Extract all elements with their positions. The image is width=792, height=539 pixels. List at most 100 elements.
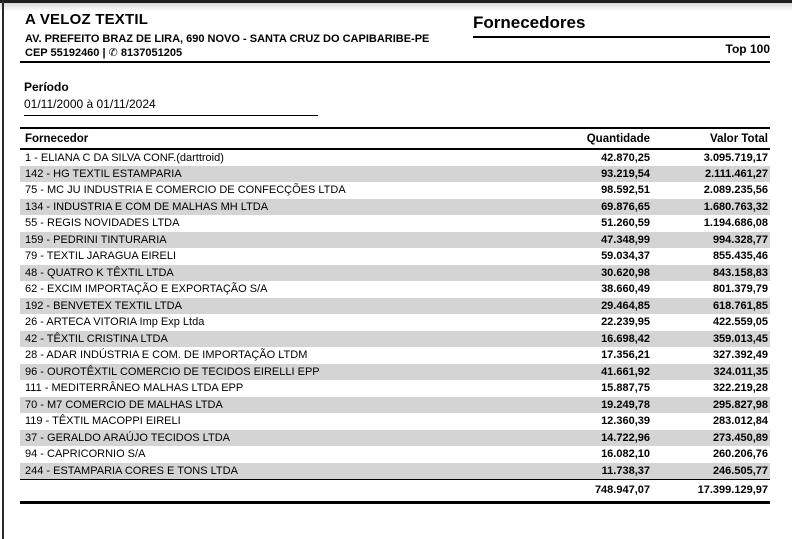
supplier-name-cell: 75 - MC JU INDUSTRIA E COMERCIO DE CONFE… (25, 184, 346, 197)
quantity-cell: 15.887,75 (601, 382, 650, 395)
valor-total-cell: 295.827,98 (712, 398, 768, 411)
supplier-name-cell: 134 - INDUSTRIA E COM DE MALHAS MH LTDA (25, 200, 269, 213)
supplier-name-cell: 192 - BENVETEX TEXTIL LTDA (25, 299, 182, 312)
company-info: A VELOZ TEXTIL AV. PREFEITO BRAZ DE LIRA… (25, 10, 429, 60)
table-row: 75 - MC JU INDUSTRIA E COMERCIO DE CONFE… (20, 182, 770, 199)
header-divider (20, 61, 770, 63)
table-row: 134 - INDUSTRIA E COM DE MALHAS MH LTDA 6… (20, 198, 770, 215)
period-section: Período 01/11/2000 à 01/11/2024 (24, 80, 318, 116)
valor-total-cell: 1.680.763,32 (703, 200, 768, 213)
valor-total-cell: 843.158,83 (712, 266, 768, 279)
table-header-row: Fornecedor Quantidade Valor Total (20, 127, 770, 150)
table-row: 79 - TEXTIL JARAGUA EIRELI 59.034,37 855.4… (20, 248, 770, 265)
supplier-name-cell: 42 - TÊXTIL CRISTINA LTDA (25, 332, 168, 345)
supplier-name-cell: 79 - TEXTIL JARAGUA EIRELI (25, 250, 176, 263)
column-header-quantidade: Quantidade (537, 127, 652, 150)
supplier-name-cell: 26 - ARTECA VITORIA Imp Exp Ltda (25, 316, 205, 329)
table-row: 28 - ADAR INDÚSTRIA E COM. DE IMPORTAÇÃO… (20, 347, 770, 364)
supplier-name-cell: 55 - REGIS NOVIDADES LTDA (25, 217, 180, 230)
table-row: 94 - CAPRICORNIO S/A 16.082,10 260.206,76 (20, 446, 770, 463)
window-top-shadow (0, 3, 792, 11)
valor-total-cell: 359.013,45 (712, 332, 768, 345)
supplier-name-cell: 28 - ADAR INDÚSTRIA E COM. DE IMPORTAÇÃO… (25, 349, 308, 362)
valor-total-cell: 324.011,35 (713, 365, 768, 378)
valor-total-cell: 801.379,79 (712, 283, 768, 296)
valor-total-cell: 1.194.686,08 (703, 217, 768, 230)
period-label: Período (24, 80, 69, 94)
quantity-cell: 59.034,37 (601, 250, 650, 263)
quantity-cell: 17.356,21 (601, 349, 650, 362)
contact-separator: | (102, 46, 106, 59)
supplier-name-cell: 94 - CAPRICORNIO S/A (25, 448, 146, 461)
column-header-fornecedor: Fornecedor (20, 127, 537, 150)
window-left-border (2, 0, 4, 539)
period-value-field[interactable]: 01/11/2000 à 01/11/2024 (24, 97, 318, 116)
valor-total-cell: 618.761,85 (712, 299, 768, 312)
supplier-name-cell: 1 - ELIANA C DA SILVA CONF.(darttroid) (25, 151, 224, 164)
top-100-badge: Top 100 (725, 42, 770, 56)
supplier-name-cell: 96 - OUROTÊXTIL COMERCIO DE TECIDOS EIRE… (25, 365, 320, 378)
valor-total-cell: 273.450,89 (712, 431, 768, 444)
supplier-name-cell: 244 - ESTAMPARIA CORES E TONS LTDA (25, 464, 238, 477)
table-row: 26 - ARTECA VITORIA Imp Exp Ltda 22.239,9… (20, 314, 770, 331)
quantity-cell: 98.592,51 (601, 184, 650, 197)
table-row: 192 - BENVETEX TEXTIL LTDA 29.464,85 618.7… (20, 297, 770, 314)
supplier-name-cell: 111 - MEDITERRÂNEO MALHAS LTDA EPP (25, 382, 244, 395)
company-cep: CEP 55192460 (25, 46, 100, 59)
table-row: 70 - M7 COMERCIO DE MALHAS LTDA 19.249,78… (20, 396, 770, 413)
table-row: 42 - TÊXTIL CRISTINA LTDA 16.698,42 359.01… (20, 330, 770, 347)
table-row: 159 - PEDRINI TINTURARIA 47.348,99 994.328… (20, 231, 770, 248)
quantity-cell: 22.239,95 (601, 316, 650, 329)
table-row: 96 - OUROTÊXTIL COMERCIO DE TECIDOS EIRE… (20, 363, 770, 380)
supplier-name-cell: 159 - PEDRINI TINTURARIA (25, 233, 167, 246)
totals-value-cell: 17.399.129,97 (652, 478, 770, 504)
valor-total-cell: 3.095.719,17 (703, 151, 768, 164)
table-row: 48 - QUATRO K TÊXTIL LTDA 30.620,98 843.15… (20, 264, 770, 281)
table-row: 62 - EXCIM IMPORTAÇÃO E EXPORTAÇÃO S/A 38… (20, 281, 770, 298)
company-phone: 8137051205 (120, 46, 183, 59)
supplier-name-cell: 142 - HG TEXTIL ESTAMPARIA (25, 167, 182, 180)
quantity-cell: 30.620,98 (601, 266, 650, 279)
supplier-table-body: 1 - ELIANA C DA SILVA CONF.(darttroid) 42… (20, 149, 770, 479)
valor-total-cell: 322.219,28 (712, 382, 768, 395)
table-row: 1 - ELIANA C DA SILVA CONF.(darttroid) 42… (20, 149, 770, 166)
quantity-cell: 69.876,65 (601, 200, 650, 213)
table-row: 37 - GERALDO ARAÚJO TECIDOS LTDA 14.722,9… (20, 429, 770, 446)
table-row: 119 - TÊXTIL MACOPPI EIRELI 12.360,39 283.… (20, 413, 770, 430)
page-title: Fornecedores (473, 13, 770, 38)
quantity-cell: 38.660,49 (601, 283, 650, 296)
quantity-cell: 47.348,99 (601, 233, 650, 246)
quantity-cell: 19.249,78 (601, 398, 650, 411)
supplier-name-cell: 119 - TÊXTIL MACOPPI EIRELI (25, 415, 181, 428)
quantity-cell: 93.219,54 (601, 167, 650, 180)
suppliers-table: Fornecedor Quantidade Valor Total 1 - EL… (20, 127, 770, 504)
valor-total-cell: 2.111.461,27 (704, 167, 768, 180)
company-address: AV. PREFEITO BRAZ DE LIRA, 690 NOVO - SA… (25, 32, 430, 45)
table-row: 244 - ESTAMPARIA CORES E TONS LTDA 11.738… (20, 462, 770, 479)
quantity-cell: 29.464,85 (601, 299, 650, 312)
supplier-name-cell: 62 - EXCIM IMPORTAÇÃO E EXPORTAÇÃO S/A (25, 283, 268, 296)
report-header: Fornecedores Top 100 (473, 13, 770, 56)
totals-spacer-cell (20, 478, 537, 504)
table-row: 111 - MEDITERRÂNEO MALHAS LTDA EPP 15.887… (20, 380, 770, 397)
window-top-border (0, 0, 792, 3)
quantity-cell: 51.260,59 (601, 217, 650, 230)
phone-icon: ✆ (108, 45, 118, 59)
valor-total-cell: 422.559,05 (712, 316, 768, 329)
company-name: A VELOZ TEXTIL (25, 11, 149, 28)
valor-total-cell: 2.089.235,56 (703, 184, 768, 197)
totals-row: 748.947,07 17.399.129,97 (20, 478, 770, 504)
supplier-name-cell: 37 - GERALDO ARAÚJO TECIDOS LTDA (25, 431, 230, 444)
quantity-cell: 16.698,42 (601, 332, 650, 345)
quantity-cell: 42.870,25 (601, 151, 650, 164)
valor-total-cell: 327.392,49 (712, 349, 768, 362)
quantity-cell: 41.661,92 (601, 365, 650, 378)
supplier-name-cell: 48 - QUATRO K TÊXTIL LTDA (25, 266, 174, 279)
table-row: 55 - REGIS NOVIDADES LTDA 51.260,59 1.194.… (20, 215, 770, 232)
totals-quantity-cell: 748.947,07 (537, 478, 652, 504)
supplier-name-cell: 70 - M7 COMERCIO DE MALHAS LTDA (25, 398, 223, 411)
table-row: 142 - HG TEXTIL ESTAMPARIA 93.219,54 2.111… (20, 165, 770, 182)
quantity-cell: 11.738,37 (601, 464, 650, 477)
quantity-cell: 12.360,39 (601, 415, 650, 428)
